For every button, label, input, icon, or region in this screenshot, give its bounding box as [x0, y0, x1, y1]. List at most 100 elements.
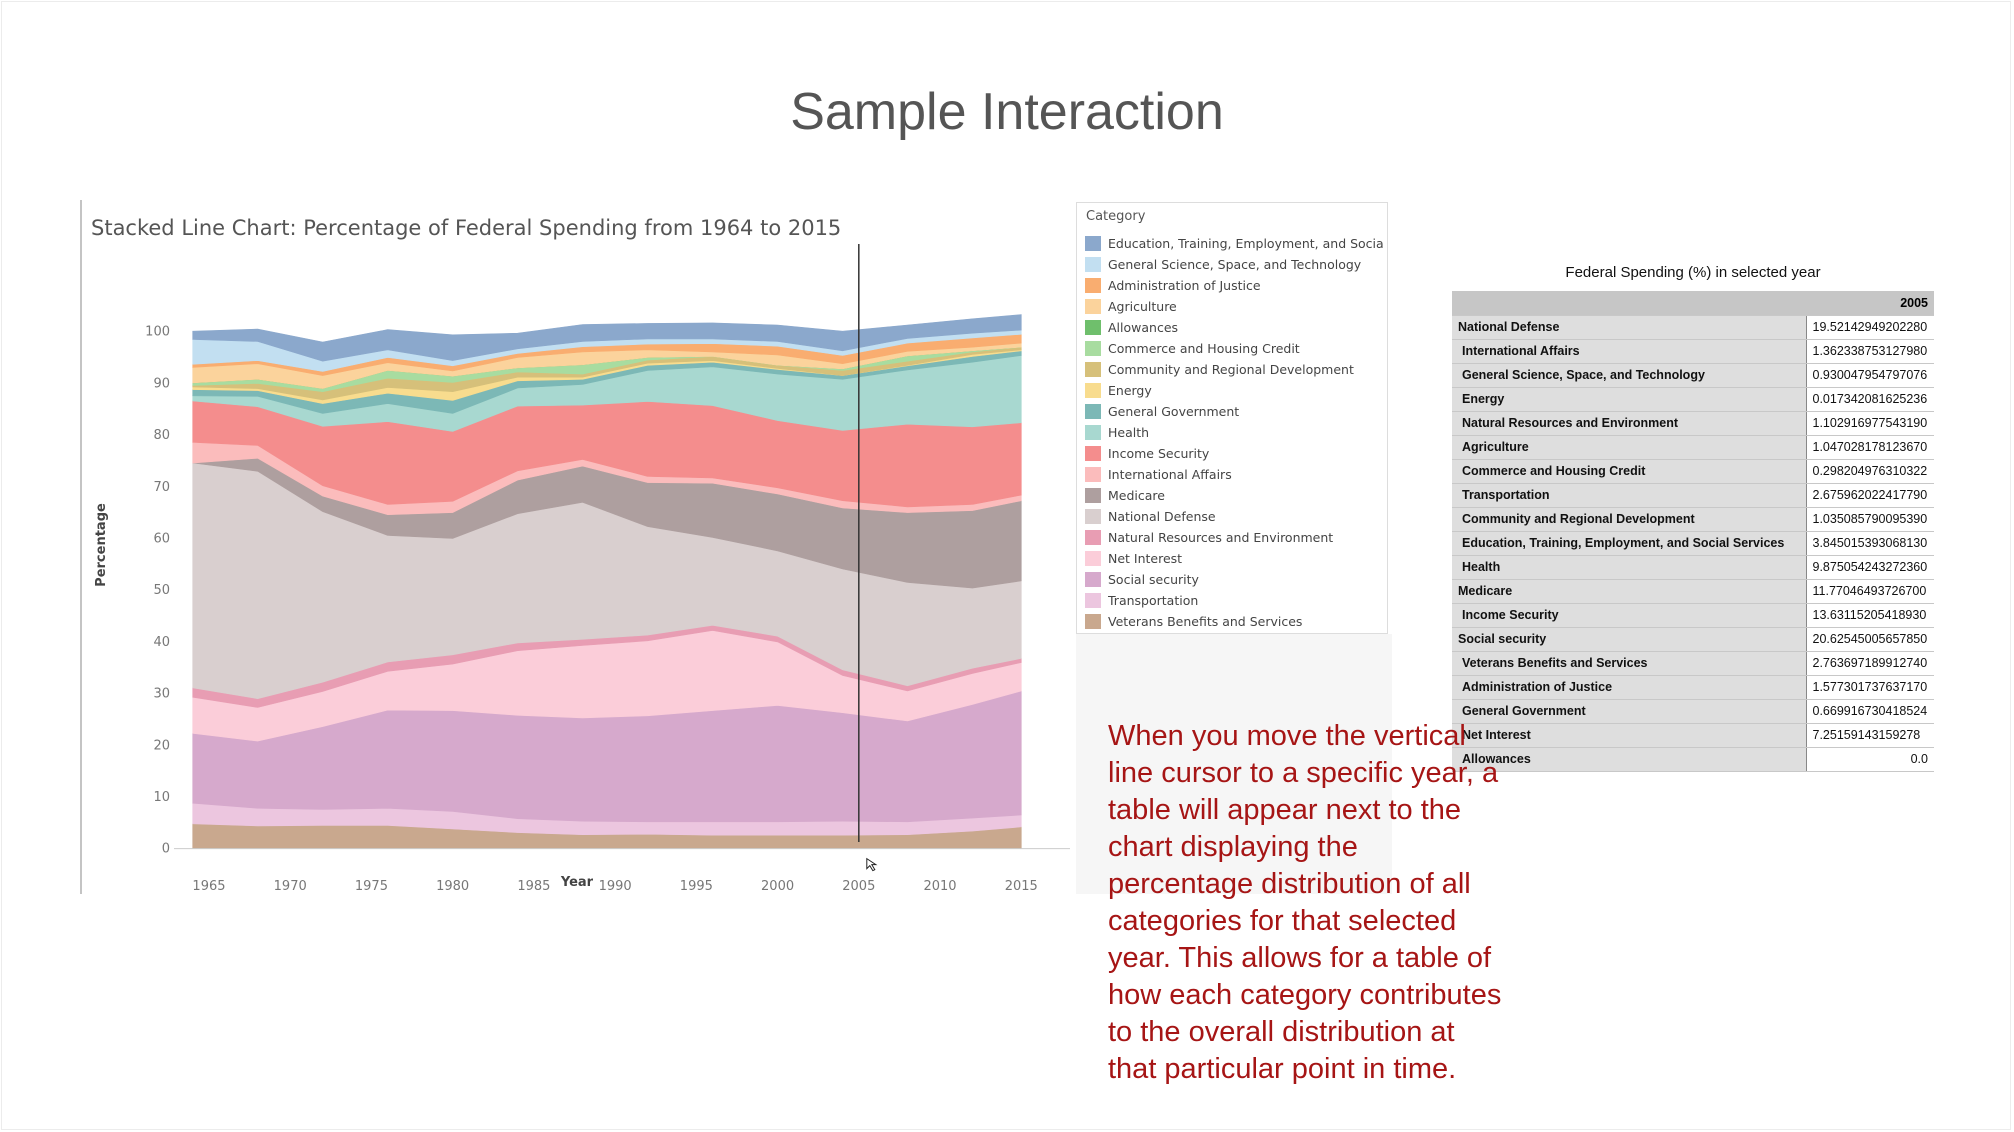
table-cell-value: 1.362338753127980 [1806, 339, 1934, 364]
legend-label: Health [1108, 424, 1150, 440]
y-tick-label: 0 [162, 842, 170, 857]
slide-title: Sample Interaction [790, 83, 1224, 141]
legend-swatch [1085, 424, 1101, 440]
y-tick-label: 70 [153, 480, 170, 495]
x-tick-label: 2005 [842, 879, 875, 894]
x-tick-label: 2010 [923, 879, 956, 894]
table-row: Allowances 0.0 [1452, 747, 1934, 772]
legend-item[interactable]: Veterans Benefits and Services [1085, 611, 1302, 631]
legend-item[interactable]: Education, Training, Employment, and Soc… [1085, 233, 1383, 253]
legend-swatch [1085, 466, 1101, 482]
table-cell-category: Education, Training, Employment, and Soc… [1452, 531, 1807, 556]
table-cell-value: 2.675962022417790 [1806, 483, 1934, 508]
legend-item[interactable]: Commerce and Housing Credit [1085, 338, 1300, 358]
stacked-area-chart[interactable]: Stacked Line Chart: Percentage of Federa… [75, 200, 1075, 900]
legend-item[interactable]: Natural Resources and Environment [1085, 527, 1333, 547]
legend-swatch [1085, 319, 1101, 335]
table-caption: Federal Spending (%) in selected year [1565, 264, 1821, 281]
table-cell-value: 0.669916730418524 [1806, 699, 1934, 724]
table-cell-value: 1.102916977543190 [1806, 411, 1934, 436]
legend-label: Energy [1108, 382, 1152, 398]
table-row: Agriculture 1.047028178123670 [1452, 435, 1934, 460]
y-axis-title: Percentage [94, 503, 109, 587]
table-cell-value: 9.875054243272360 [1806, 555, 1934, 580]
legend-item[interactable]: Administration of Justice [1085, 275, 1261, 295]
legend-swatch [1085, 550, 1101, 566]
legend-item[interactable]: Health [1085, 422, 1149, 442]
table-cell-value: 1.577301737637170 [1806, 675, 1934, 700]
x-tick-label: 1980 [436, 879, 469, 894]
legend-swatch [1085, 403, 1101, 419]
area-series-education-training-employment-and-social-services[interactable] [192, 314, 1022, 362]
legend-item[interactable]: Social security [1085, 569, 1199, 589]
table-row: General Government 0.669916730418524 [1452, 699, 1934, 724]
legend-item[interactable]: Community and Regional Development [1085, 359, 1354, 379]
table-cell-value: 7.25159143159278 [1806, 723, 1934, 748]
y-tick-label: 100 [145, 325, 170, 340]
legend-label: National Defense [1108, 508, 1216, 524]
table-cell-category: Allowances [1452, 747, 1807, 772]
x-tick-label: 1975 [355, 879, 388, 894]
legend-label: Net Interest [1108, 550, 1183, 566]
table-row: Health 9.875054243272360 [1452, 555, 1934, 580]
y-tick-label: 10 [153, 790, 170, 805]
legend-item[interactable]: Net Interest [1085, 548, 1182, 568]
legend-label: International Affairs [1108, 466, 1232, 482]
x-tick-label: 1995 [680, 879, 713, 894]
explanation-text: When you move the vertical line cursor t… [1108, 720, 1502, 1085]
table-row: Administration of Justice 1.5773017376371… [1452, 675, 1934, 700]
legend-swatch [1085, 445, 1101, 461]
legend-title: Category [1086, 209, 1146, 224]
table-row: Medicare 11.77046493726700 [1452, 579, 1934, 604]
table-cell-value: 2.763697189912740 [1806, 651, 1934, 676]
legend-label: Education, Training, Employment, and Soc… [1108, 235, 1383, 251]
table-row: Commerce and Housing Credit 0.29820497631… [1452, 459, 1934, 484]
legend-swatch [1085, 298, 1101, 314]
legend-item[interactable]: Allowances [1085, 317, 1178, 337]
legend-item[interactable]: International Affairs [1085, 464, 1232, 484]
table-cell-category: Health [1452, 555, 1807, 580]
y-tick-label: 60 [153, 531, 170, 546]
table-cell-category: Commerce and Housing Credit [1452, 459, 1807, 484]
plot-area [192, 314, 1022, 849]
legend-label: Allowances [1108, 319, 1179, 335]
legend-swatch [1085, 340, 1101, 356]
legend-swatch [1085, 487, 1101, 503]
legend-item[interactable]: Agriculture [1085, 296, 1177, 316]
legend-item[interactable]: General Government [1085, 401, 1239, 421]
table-cell-value: 20.62545005657850 [1806, 627, 1934, 652]
legend-swatch [1085, 361, 1101, 377]
table-cell-category: Agriculture [1452, 435, 1807, 460]
table-cell-category: National Defense [1452, 315, 1807, 340]
legend-item[interactable]: General Science, Space, and Technology [1085, 254, 1361, 274]
legend-item[interactable]: Transportation [1085, 590, 1198, 610]
y-axis: 0 10 20 30 40 50 60 70 80 90 100 [145, 325, 170, 857]
table-header-category [1452, 291, 1806, 316]
table-cell-value: 3.845015393068130 [1806, 531, 1934, 556]
mouse-pointer-icon [866, 857, 878, 872]
legend-item[interactable]: Income Security [1085, 443, 1209, 463]
legend-item[interactable]: Medicare [1085, 485, 1165, 505]
federal-spending-table: 2005 National Defense 19.52142949202280 In… [1452, 291, 1934, 772]
x-tick-label: 1990 [599, 879, 632, 894]
y-tick-label: 90 [153, 376, 170, 391]
table-row: Education, Training, Employment, and Soc… [1452, 531, 1934, 556]
y-tick-label: 20 [153, 738, 170, 753]
table-header-row: 2005 [1452, 291, 1934, 316]
y-tick-label: 50 [153, 583, 170, 598]
legend-label: General Government [1108, 403, 1240, 419]
legend-label: General Science, Space, and Technology [1108, 256, 1362, 272]
table-header-year: 2005 [1806, 291, 1934, 316]
table-cell-category: Community and Regional Development [1452, 507, 1807, 532]
legend-label: Social security [1108, 571, 1199, 587]
legend-item[interactable]: Energy [1085, 380, 1152, 400]
table-cell-category: Administration of Justice [1452, 675, 1807, 700]
legend-background-band [1076, 634, 1392, 894]
table-row: Community and Regional Development 1.0350… [1452, 507, 1934, 532]
table-cell-value: 1.035085790095390 [1806, 507, 1934, 532]
legend-label: Medicare [1108, 487, 1165, 503]
table-cell-category: Medicare [1452, 579, 1807, 604]
legend-label: Veterans Benefits and Services [1108, 613, 1303, 629]
legend-item[interactable]: National Defense [1085, 506, 1216, 526]
